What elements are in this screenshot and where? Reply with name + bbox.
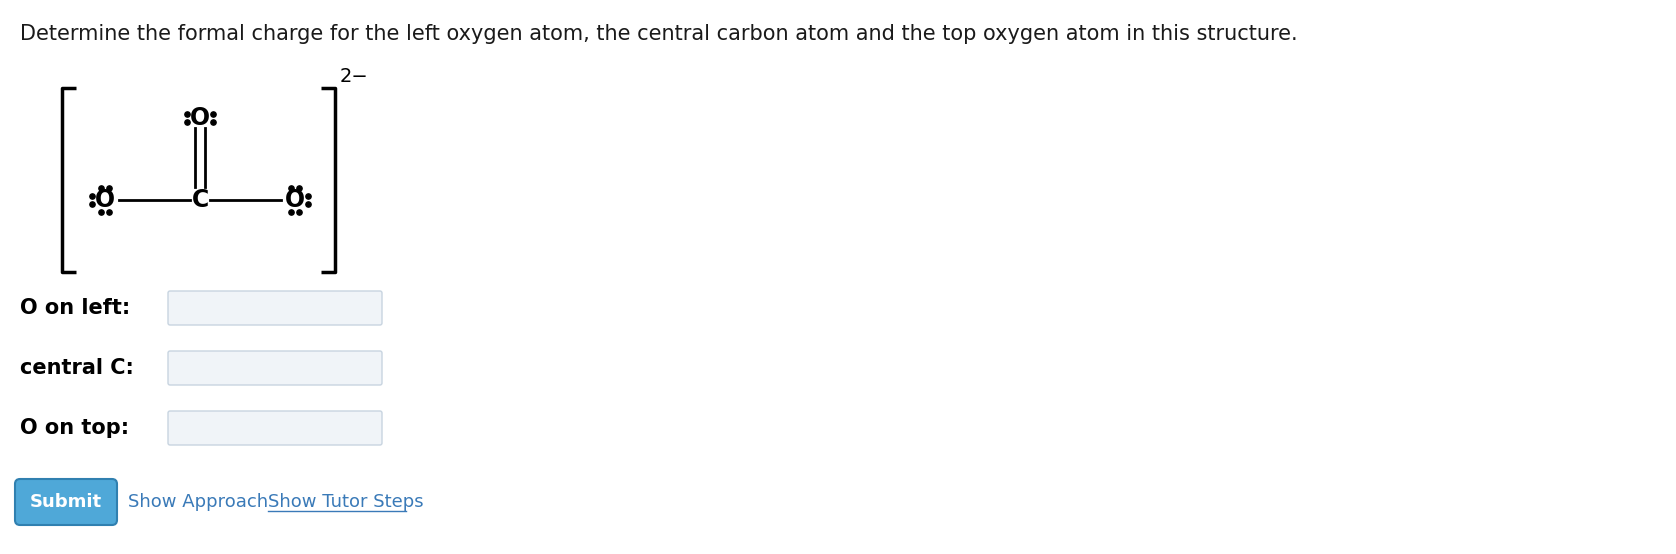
Text: O on top:: O on top: (20, 418, 129, 438)
FancyBboxPatch shape (168, 411, 382, 445)
Text: C: C (191, 188, 208, 212)
Text: central C:: central C: (20, 358, 134, 378)
Text: O: O (96, 188, 116, 212)
Text: Show Tutor Steps: Show Tutor Steps (268, 493, 424, 511)
Text: O on left:: O on left: (20, 298, 131, 318)
Text: O: O (285, 188, 305, 212)
Text: O: O (189, 106, 210, 130)
Text: 2−: 2− (340, 67, 369, 86)
FancyBboxPatch shape (168, 351, 382, 385)
Text: Determine the formal charge for the left oxygen atom, the central carbon atom an: Determine the formal charge for the left… (20, 24, 1297, 44)
Text: Show Approach: Show Approach (127, 493, 268, 511)
FancyBboxPatch shape (15, 479, 117, 525)
Text: Submit: Submit (30, 493, 102, 511)
FancyBboxPatch shape (168, 291, 382, 325)
